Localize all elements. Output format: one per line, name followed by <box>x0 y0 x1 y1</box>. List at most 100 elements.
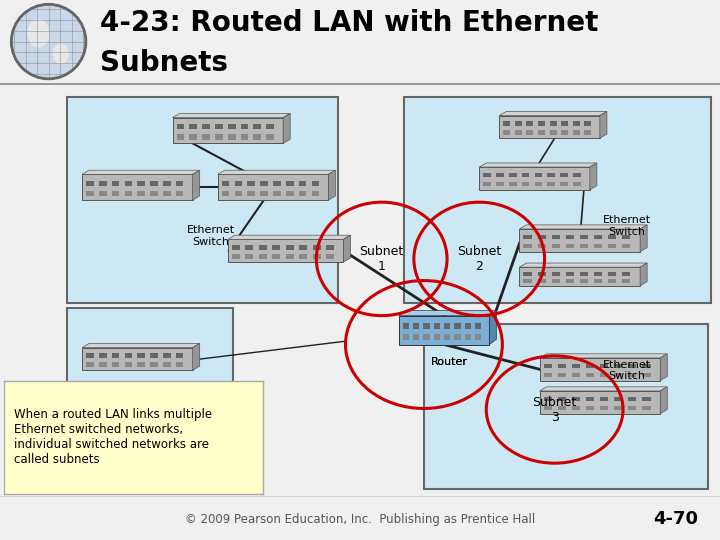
Bar <box>519 229 640 252</box>
Bar <box>600 396 608 401</box>
Bar <box>614 406 622 410</box>
Bar <box>67 308 233 411</box>
Bar <box>326 245 334 249</box>
Bar <box>552 272 560 275</box>
Bar <box>176 362 184 367</box>
Bar <box>454 334 461 340</box>
Bar <box>642 406 651 410</box>
Polygon shape <box>193 343 199 370</box>
Bar <box>586 406 594 410</box>
Bar <box>444 334 450 340</box>
Bar <box>561 121 568 126</box>
Bar <box>544 363 552 368</box>
Bar <box>86 362 94 367</box>
Bar <box>112 191 120 196</box>
Bar <box>433 334 440 340</box>
Bar <box>552 279 560 283</box>
Bar <box>176 134 184 139</box>
Bar <box>99 181 107 186</box>
Bar <box>163 191 171 196</box>
Bar <box>538 272 546 275</box>
Bar <box>560 173 568 177</box>
Bar <box>539 358 660 381</box>
Bar <box>454 323 461 329</box>
Bar <box>266 134 274 139</box>
Bar <box>286 191 294 196</box>
Bar <box>523 235 532 239</box>
Bar <box>628 373 636 377</box>
Bar <box>173 118 283 144</box>
Polygon shape <box>660 387 667 414</box>
Bar <box>99 191 107 196</box>
Bar <box>150 191 158 196</box>
Bar <box>82 174 193 200</box>
Bar <box>246 245 253 249</box>
Bar <box>558 406 566 410</box>
Bar <box>253 134 261 139</box>
Bar <box>614 396 622 401</box>
Bar <box>500 116 600 138</box>
Bar <box>594 235 603 239</box>
Polygon shape <box>519 225 647 229</box>
Bar <box>558 373 566 377</box>
Bar <box>232 245 240 249</box>
Bar <box>86 191 94 196</box>
Bar <box>573 182 581 186</box>
Ellipse shape <box>27 19 50 48</box>
Bar <box>608 272 616 275</box>
Bar <box>509 173 516 177</box>
Bar <box>258 254 267 259</box>
Polygon shape <box>328 170 336 200</box>
Bar <box>286 254 294 259</box>
Bar <box>138 362 145 367</box>
Bar <box>538 235 546 239</box>
Bar <box>549 130 557 135</box>
Bar <box>594 244 603 248</box>
Bar <box>519 267 640 286</box>
Polygon shape <box>193 170 199 200</box>
Bar <box>642 363 651 368</box>
Bar <box>572 130 580 135</box>
Bar <box>299 245 307 249</box>
Bar <box>566 235 574 239</box>
Bar <box>475 334 481 340</box>
Bar <box>628 396 636 401</box>
Bar <box>222 191 230 196</box>
Bar <box>248 191 255 196</box>
Bar <box>312 191 319 196</box>
Text: 4-70: 4-70 <box>654 510 698 528</box>
Bar <box>312 181 319 186</box>
Bar <box>423 334 430 340</box>
Bar <box>266 124 274 129</box>
Bar <box>222 181 230 186</box>
Bar <box>503 121 510 126</box>
Bar <box>515 121 522 126</box>
Bar <box>189 134 197 139</box>
Bar <box>614 373 622 377</box>
Bar <box>558 363 566 368</box>
Bar <box>312 245 320 249</box>
Bar <box>586 396 594 401</box>
Bar <box>483 173 491 177</box>
Bar <box>235 191 243 196</box>
Polygon shape <box>173 113 290 118</box>
Bar <box>240 124 248 129</box>
Bar <box>163 181 171 186</box>
Polygon shape <box>82 170 199 174</box>
Bar <box>176 124 184 129</box>
Bar <box>272 254 280 259</box>
Bar <box>566 244 574 248</box>
Bar <box>125 362 132 367</box>
Bar <box>549 121 557 126</box>
Bar <box>326 254 334 259</box>
Bar <box>600 363 608 368</box>
Bar <box>622 272 631 275</box>
Polygon shape <box>640 263 647 286</box>
Polygon shape <box>228 235 351 239</box>
Text: Ethernet
Switch: Ethernet Switch <box>603 360 651 381</box>
Bar <box>483 182 491 186</box>
Bar <box>580 279 588 283</box>
Bar <box>572 121 580 126</box>
Text: Ethernet
Switch: Ethernet Switch <box>603 215 651 237</box>
Bar <box>534 173 542 177</box>
